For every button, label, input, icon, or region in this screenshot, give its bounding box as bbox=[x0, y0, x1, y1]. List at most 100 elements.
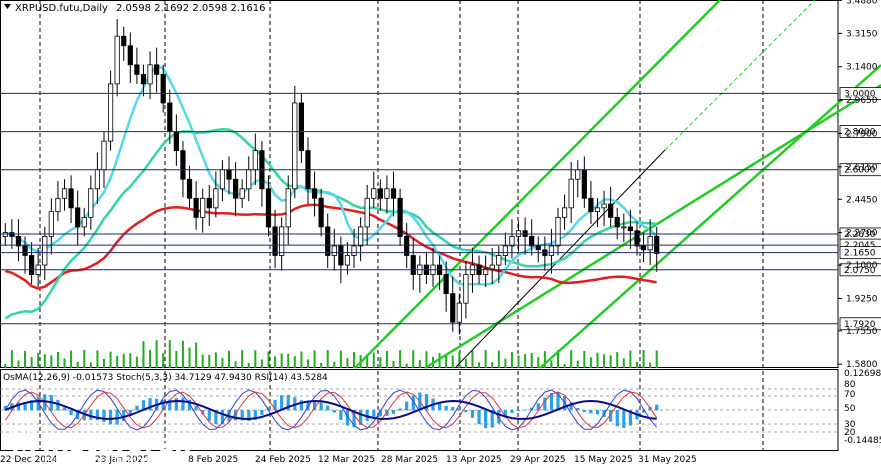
indicator-tick-label: 20 bbox=[844, 428, 856, 438]
osma-bar bbox=[556, 392, 560, 411]
osma-bar bbox=[108, 410, 113, 425]
candle-body bbox=[279, 226, 285, 256]
candle-body bbox=[61, 188, 68, 199]
candle-body bbox=[331, 245, 337, 256]
osma-bar bbox=[62, 407, 67, 411]
volume-bar bbox=[655, 350, 658, 368]
osma-bar bbox=[122, 410, 126, 422]
level-tag bbox=[839, 87, 881, 100]
volume-bar bbox=[445, 353, 448, 368]
osma-bar bbox=[437, 403, 442, 411]
osma-bar bbox=[345, 410, 350, 426]
volume-bar bbox=[537, 356, 540, 368]
volume-bar bbox=[155, 340, 158, 368]
volume-bar bbox=[234, 361, 237, 368]
osma-bar bbox=[286, 394, 290, 411]
candle-body bbox=[410, 255, 416, 275]
channel-midline-extension bbox=[664, 0, 816, 151]
candle-body bbox=[200, 197, 206, 218]
volume-bar bbox=[43, 354, 46, 368]
volume-bar bbox=[260, 359, 263, 368]
candle-body bbox=[48, 211, 54, 237]
main-frame bbox=[0, 0, 839, 368]
volume-bar bbox=[510, 351, 513, 368]
volume-bar bbox=[589, 357, 592, 368]
volume-bar bbox=[339, 350, 342, 368]
candle-body bbox=[88, 188, 94, 218]
volume-bar bbox=[208, 354, 211, 368]
volume-bar bbox=[122, 353, 125, 368]
level-tag-label: 2.2045 bbox=[844, 241, 876, 251]
volume-bar bbox=[491, 362, 494, 368]
candle-body bbox=[311, 188, 318, 199]
volume-bar bbox=[543, 351, 546, 368]
volume-bars bbox=[4, 340, 658, 368]
osma-bar bbox=[569, 402, 573, 411]
volume-bar bbox=[149, 349, 152, 368]
volume-bar bbox=[70, 350, 73, 368]
osma-bar bbox=[490, 410, 494, 428]
volume-bar bbox=[497, 350, 500, 368]
candle-body bbox=[127, 45, 133, 66]
volume-bar bbox=[576, 360, 579, 368]
volume-bar bbox=[37, 352, 40, 368]
volume-bar bbox=[50, 355, 53, 368]
volume-bar bbox=[596, 352, 599, 368]
osma-bar bbox=[201, 410, 205, 415]
candle-body bbox=[351, 245, 357, 256]
candle-body bbox=[22, 245, 28, 256]
osma-bar bbox=[247, 410, 251, 422]
candle-body bbox=[529, 236, 535, 247]
volume-bar bbox=[464, 358, 467, 368]
candle-body bbox=[81, 216, 87, 228]
osma-bar bbox=[16, 402, 21, 411]
candle-body bbox=[640, 245, 647, 251]
candle-body bbox=[344, 255, 351, 266]
candle-body bbox=[9, 232, 15, 237]
volume-bar bbox=[372, 352, 375, 368]
date-label: 28 Mar 2025 bbox=[381, 455, 438, 465]
osma-bar bbox=[457, 408, 461, 411]
volume-bar bbox=[181, 340, 184, 368]
volume-bar bbox=[425, 351, 428, 368]
trend-channel bbox=[354, 0, 881, 370]
volume-bar bbox=[635, 361, 638, 368]
moving-average-line bbox=[4, 203, 657, 290]
date-label: 15 May 2025 bbox=[574, 455, 633, 465]
volume-bar bbox=[201, 354, 204, 368]
osma-bar bbox=[30, 400, 34, 411]
volume-bar bbox=[188, 347, 191, 368]
candle-body bbox=[2, 232, 8, 237]
candle-body bbox=[358, 226, 364, 247]
osma-bar bbox=[655, 404, 659, 411]
osma-bar bbox=[549, 393, 554, 411]
candle-body bbox=[285, 188, 291, 228]
volume-bar bbox=[484, 350, 487, 368]
osma-bar bbox=[372, 410, 376, 418]
volume-bar bbox=[76, 361, 79, 368]
indicator-tick-label: 80 bbox=[844, 380, 856, 390]
volume-bar bbox=[333, 361, 336, 368]
volume-bar bbox=[214, 352, 217, 368]
level-tag-label: 1.7920 bbox=[844, 320, 876, 330]
osma-bar bbox=[523, 409, 527, 411]
osma-bar bbox=[510, 410, 514, 414]
osma-bar bbox=[609, 410, 613, 422]
volume-bar bbox=[274, 356, 277, 368]
candle-body bbox=[298, 102, 304, 152]
volume-bar bbox=[570, 350, 573, 368]
collapse-triangle-icon[interactable] bbox=[4, 4, 11, 9]
date-label: 8 Feb 2025 bbox=[188, 455, 238, 465]
volume-bar bbox=[221, 357, 224, 368]
candle-body bbox=[338, 245, 344, 266]
candle-body bbox=[55, 197, 61, 213]
osma-bar bbox=[36, 396, 40, 411]
volume-bar bbox=[379, 357, 382, 368]
volume-bar bbox=[563, 363, 566, 368]
candle-body bbox=[193, 197, 199, 218]
osma-bar bbox=[484, 410, 488, 429]
candle-body bbox=[42, 236, 48, 266]
volume-bar bbox=[471, 350, 474, 368]
price-tick-label: 2.2700 bbox=[846, 229, 878, 239]
